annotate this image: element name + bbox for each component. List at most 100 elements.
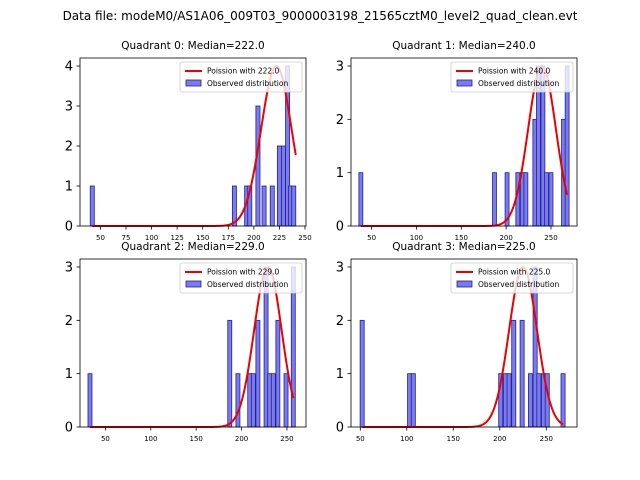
x-tick-label: 175 <box>222 234 235 242</box>
y-tick-label: 4 <box>65 60 73 75</box>
quadrant-3-title: Quadrant 3: Median=225.0 <box>392 241 535 253</box>
y-tick-label: 3 <box>336 60 344 75</box>
legend: Poission with 240.0 Observed distribution <box>450 61 574 93</box>
x-tick-label: 250 <box>298 234 311 242</box>
y-tick-label: 2 <box>336 113 344 128</box>
histogram-bar <box>528 373 533 428</box>
legend-box <box>179 61 303 93</box>
histogram-bar <box>548 172 554 227</box>
legend-bar-swatch <box>456 280 473 288</box>
histogram-bar <box>283 373 289 428</box>
y-tick-label: 0 <box>336 421 344 436</box>
histogram-bar <box>410 373 416 428</box>
x-tick-label: 225 <box>273 234 286 242</box>
y-tick-label: 3 <box>65 261 73 276</box>
histogram-bar <box>523 172 529 227</box>
y-tick-label: 1 <box>65 180 73 195</box>
y-tick-label: 1 <box>65 367 73 382</box>
legend-bar-swatch <box>185 79 202 87</box>
quadrant-0-title: Quadrant 0: Median=222.0 <box>121 40 264 52</box>
legend-label-observed: Observed distribution <box>207 79 288 88</box>
y-tick-label: 0 <box>65 220 73 235</box>
x-tick-label: 50 <box>356 435 365 443</box>
histogram-bar <box>275 319 281 428</box>
legend-bar-swatch <box>456 79 473 87</box>
legend-box <box>179 262 303 294</box>
x-tick-label: 200 <box>247 234 260 242</box>
histogram-bar <box>492 172 497 227</box>
x-tick-label: 100 <box>400 435 413 443</box>
x-tick-label: 100 <box>145 234 158 242</box>
axes-frame <box>79 258 307 428</box>
quadrant-2-panel: Quadrant 2: Median=229.0 50 100 150 200 250 0 1… <box>65 241 307 443</box>
histogram-bar <box>358 172 364 227</box>
quadrant-0-panel: Quadrant 0: Median=222.0 50 75 100 125 150 175… <box>65 40 312 242</box>
x-tick-label: 100 <box>144 435 157 443</box>
x-tick-label: 200 <box>493 435 506 443</box>
x-tick-label: 150 <box>447 435 460 443</box>
legend-label-fit: Poission with 222.0 <box>207 67 280 76</box>
legend-label-fit: Poission with 240.0 <box>478 67 551 76</box>
x-tick-label: 250 <box>280 435 293 443</box>
histogram-bar <box>519 319 525 428</box>
x-tick-label: 75 <box>122 234 131 242</box>
histogram-bar <box>276 145 282 227</box>
histogram-bar <box>536 373 542 428</box>
quadrant-3-panel: Quadrant 3: Median=225.0 50 100 150 200 250 0 1… <box>336 241 578 443</box>
y-tick-label: 0 <box>336 220 344 235</box>
legend-box <box>450 61 574 93</box>
histogram-bar <box>511 319 517 428</box>
quadrant-2-title: Quadrant 2: Median=229.0 <box>121 241 264 253</box>
x-tick-label: 200 <box>499 234 512 242</box>
histogram-bar <box>270 373 276 428</box>
histogram-bar <box>89 185 95 227</box>
legend-label-observed: Observed distribution <box>478 280 559 289</box>
x-tick-label: 250 <box>540 435 553 443</box>
x-tick-label: 125 <box>170 234 183 242</box>
y-tick-label: 1 <box>336 166 344 181</box>
histogram-bar <box>255 319 261 428</box>
legend: Poission with 229.0 Observed distribution <box>179 262 303 294</box>
x-tick-label: 50 <box>367 234 376 242</box>
figure-suptitle: Data file: modeM0/AS1A06_009T03_90000031… <box>63 9 578 23</box>
legend-label-fit: Poission with 225.0 <box>478 268 551 277</box>
histogram-bar <box>506 373 512 428</box>
x-tick-label: 150 <box>455 234 468 242</box>
legend: Poission with 222.0 Observed distribution <box>179 61 303 93</box>
histogram-bar <box>281 145 286 227</box>
histogram-bar <box>291 185 297 227</box>
histogram-bar <box>560 373 566 428</box>
histogram-bar <box>261 185 267 227</box>
y-tick-label: 2 <box>65 314 73 329</box>
axes-frame <box>350 258 578 428</box>
axes-frame <box>79 57 307 227</box>
x-tick-label: 150 <box>196 234 209 242</box>
legend-label-observed: Observed distribution <box>207 280 288 289</box>
y-tick-label: 3 <box>336 261 344 276</box>
histogram-bar <box>227 319 233 428</box>
histogram-bar <box>269 185 275 227</box>
histogram-bar <box>544 172 549 227</box>
histogram-bar <box>235 373 241 428</box>
histogram-bar <box>255 105 261 227</box>
legend-label-observed: Observed distribution <box>478 79 559 88</box>
y-tick-label: 1 <box>336 367 344 382</box>
y-tick-label: 2 <box>336 314 344 329</box>
histogram-bar <box>250 373 256 428</box>
histogram-bar <box>87 373 93 428</box>
quadrant-1-title: Quadrant 1: Median=240.0 <box>392 40 535 52</box>
histogram-bar <box>359 319 365 428</box>
y-tick-label: 3 <box>65 100 73 115</box>
legend-bar-swatch <box>185 280 202 288</box>
quadrant-1-panel: Quadrant 1: Median=240.0 50 100 150 200 250 0 1… <box>336 40 578 242</box>
legend-label-fit: Poission with 229.0 <box>207 268 280 277</box>
legend-box <box>450 262 574 294</box>
y-tick-label: 0 <box>65 421 73 436</box>
axes-frame <box>350 57 578 227</box>
x-tick-label: 100 <box>410 234 423 242</box>
legend: Poission with 225.0 Observed distribution <box>450 262 574 294</box>
x-tick-label: 200 <box>235 435 248 443</box>
x-tick-label: 150 <box>189 435 202 443</box>
x-tick-label: 50 <box>96 234 105 242</box>
